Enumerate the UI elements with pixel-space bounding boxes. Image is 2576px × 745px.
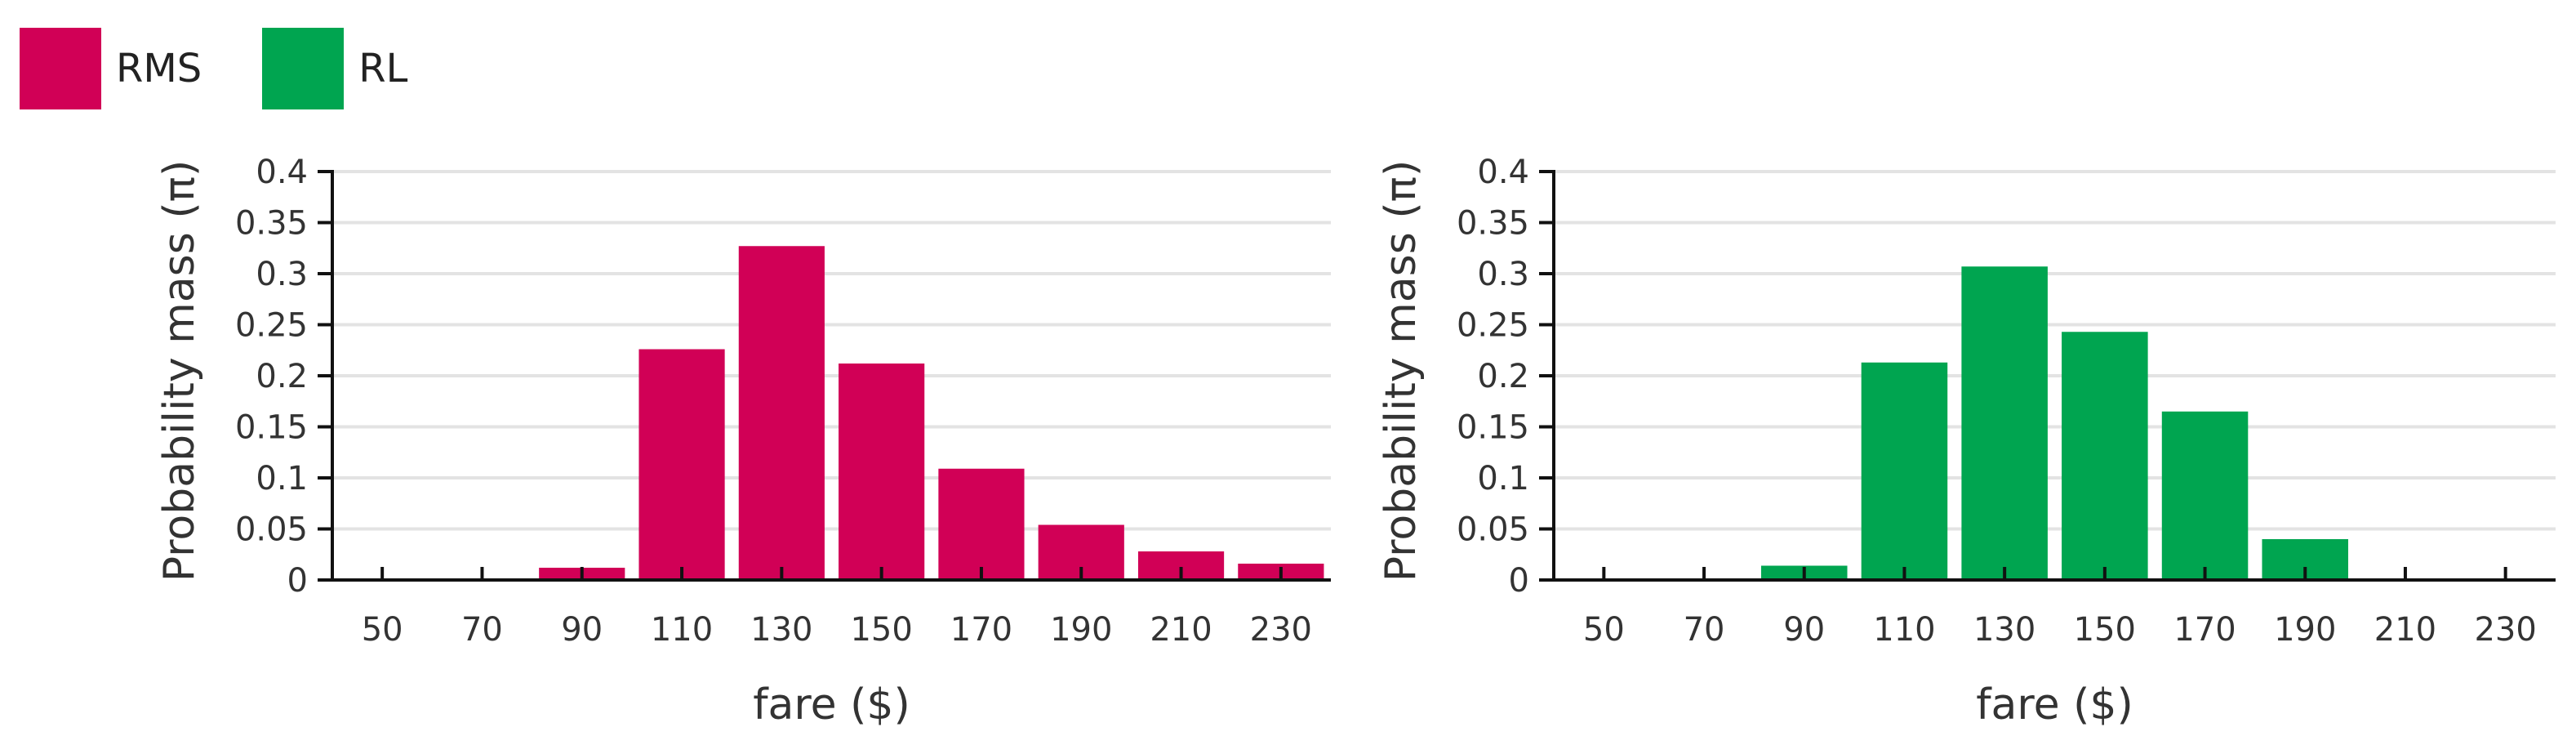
y-tick-label: 0.1 [1477, 460, 1529, 497]
legend: RMS RL [20, 26, 468, 111]
x-tick-label: 210 [2374, 611, 2436, 649]
x-tick-label: 110 [1873, 611, 1935, 649]
x-tick-label: 170 [2173, 611, 2236, 649]
y-tick-label: 0 [287, 562, 308, 600]
legend-swatch-rl [262, 28, 345, 109]
y-tick-label: 0.2 [1477, 358, 1529, 395]
x-tick-label: 50 [1583, 611, 1625, 649]
x-tick-label: 50 [362, 611, 403, 649]
y-tick-label: 0.05 [1457, 511, 1529, 549]
x-axis-label: fare ($) [1976, 680, 2133, 729]
bar-110 [638, 349, 725, 580]
x-tick-label: 210 [1150, 611, 1212, 649]
legend-label-rl: RL [358, 46, 408, 91]
bar-150 [2062, 332, 2148, 580]
x-tick-label: 70 [1684, 611, 1725, 649]
y-tick-label: 0 [1509, 562, 1529, 600]
bar-130 [738, 246, 825, 580]
chart-2: 0 0.05 0.1 0.15 0.2 0.25 0.3 0.35 0.4 50 70 90 110 13… [1377, 154, 2556, 729]
x-tick-label: 150 [850, 611, 912, 649]
x-tick-label: 150 [2074, 611, 2136, 649]
y-tick-label: 0.25 [235, 307, 308, 345]
legend-label-rms: RMS [116, 46, 202, 91]
y-tick-label: 0.15 [235, 409, 308, 447]
y-tick-label: 0.35 [1457, 205, 1529, 243]
chart-1: 0 0.05 0.1 0.15 0.2 0.25 0.3 0.35 0.4 50 70 90 110 13… [155, 154, 1331, 729]
y-tick-label: 0.4 [256, 154, 308, 191]
y-tick-label: 0.3 [1477, 256, 1529, 293]
bar-130 [1961, 266, 2048, 580]
bar-150 [839, 364, 925, 580]
y-axis-label: Probability mass (π) [1377, 160, 1426, 582]
y-tick-label: 0.2 [256, 358, 308, 395]
x-tick-label: 230 [2474, 611, 2536, 649]
x-tick-label: 190 [1050, 611, 1112, 649]
legend-item-rl: RL [262, 28, 407, 109]
y-tick-label: 0.35 [235, 205, 308, 243]
x-tick-label: 110 [651, 611, 713, 649]
x-tick-label: 130 [1973, 611, 2035, 649]
y-axis-label: Probability mass (π) [155, 160, 204, 582]
x-tick-label: 70 [461, 611, 503, 649]
x-tick-label: 230 [1250, 611, 1312, 649]
x-tick-label: 90 [561, 611, 603, 649]
legend-item-rms: RMS [20, 28, 202, 109]
x-axis-label: fare ($) [753, 680, 910, 729]
y-tick-label: 0.15 [1457, 409, 1529, 447]
y-tick-label: 0.25 [1457, 307, 1529, 345]
y-tick-label: 0.05 [235, 511, 308, 549]
legend-swatch-rms [20, 28, 101, 109]
x-tick-label: 190 [2274, 611, 2336, 649]
y-tick-label: 0.4 [1477, 154, 1529, 191]
bar-170 [938, 468, 1025, 580]
y-tick-label: 0.1 [256, 460, 308, 497]
bar-170 [2161, 411, 2249, 580]
x-tick-label: 90 [1783, 611, 1825, 649]
x-tick-label: 170 [950, 611, 1012, 649]
x-tick-label: 130 [750, 611, 812, 649]
bar-110 [1861, 362, 1948, 580]
y-tick-label: 0.3 [256, 256, 308, 293]
